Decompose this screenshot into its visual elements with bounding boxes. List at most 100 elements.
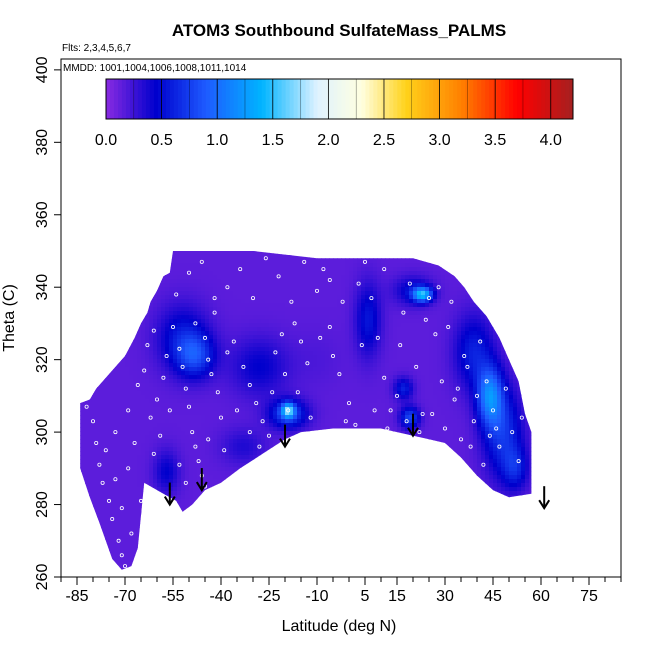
heatmap-cell bbox=[177, 255, 182, 260]
heatmap-cell bbox=[177, 415, 182, 420]
heatmap-cell bbox=[101, 511, 106, 516]
heatmap-cell bbox=[145, 395, 150, 400]
heatmap-cell bbox=[93, 443, 98, 448]
heatmap-cell bbox=[149, 371, 154, 376]
heatmap-cell bbox=[125, 563, 130, 568]
heatmap-cell bbox=[161, 331, 166, 336]
heatmap-cell bbox=[189, 351, 194, 356]
heatmap-cell bbox=[121, 543, 126, 548]
heatmap-cell bbox=[193, 267, 198, 272]
heatmap-cell bbox=[117, 379, 122, 384]
heatmap-cell bbox=[153, 375, 158, 380]
heatmap-cell bbox=[201, 475, 206, 480]
heatmap-cell bbox=[109, 523, 114, 528]
heatmap-cell bbox=[117, 515, 122, 520]
heatmap-cell bbox=[181, 275, 186, 280]
heatmap-cell bbox=[169, 315, 174, 320]
heatmap-cell bbox=[89, 495, 94, 500]
heatmap-cell bbox=[81, 419, 86, 424]
heatmap-cell bbox=[133, 443, 138, 448]
heatmap-cell bbox=[205, 263, 210, 268]
heatmap-cell bbox=[93, 495, 98, 500]
heatmap-cell bbox=[205, 427, 210, 432]
heatmap-cell bbox=[173, 355, 178, 360]
heatmap-cell bbox=[105, 475, 110, 480]
heatmap-cell bbox=[201, 407, 206, 412]
heatmap-cell bbox=[201, 483, 206, 488]
heatmap-cell bbox=[141, 335, 146, 340]
heatmap-cell bbox=[121, 547, 126, 552]
heatmap-cell bbox=[157, 427, 162, 432]
heatmap-cell bbox=[105, 523, 110, 528]
heatmap-cell bbox=[165, 419, 170, 424]
heatmap-cell bbox=[205, 447, 210, 452]
heatmap-cell bbox=[181, 331, 186, 336]
heatmap-cell bbox=[129, 547, 134, 552]
heatmap-cell bbox=[201, 467, 206, 472]
heatmap-cell bbox=[101, 487, 106, 492]
heatmap-cell bbox=[157, 291, 162, 296]
heatmap-cell bbox=[205, 299, 210, 304]
heatmap-cell bbox=[161, 439, 166, 444]
heatmap-cell bbox=[89, 411, 94, 416]
heatmap-cell bbox=[141, 383, 146, 388]
heatmap-cell bbox=[113, 447, 118, 452]
heatmap-cell bbox=[157, 307, 162, 312]
heatmap-cell bbox=[209, 323, 214, 328]
heatmap-cell bbox=[129, 559, 134, 564]
heatmap-cell bbox=[193, 279, 198, 284]
heatmap-cell bbox=[137, 451, 142, 456]
heatmap-cell bbox=[173, 407, 178, 412]
heatmap-cell bbox=[165, 307, 170, 312]
heatmap-cell bbox=[193, 495, 198, 500]
heatmap-cell bbox=[129, 387, 134, 392]
heatmap-cell bbox=[201, 307, 206, 312]
heatmap-cell bbox=[185, 423, 190, 428]
heatmap-cell bbox=[177, 287, 182, 292]
heatmap-cell bbox=[117, 419, 122, 424]
heatmap-cell bbox=[169, 459, 174, 464]
heatmap-cell bbox=[197, 339, 202, 344]
heatmap-cell bbox=[165, 447, 170, 452]
heatmap-cell bbox=[133, 467, 138, 472]
heatmap-cell bbox=[165, 467, 170, 472]
heatmap-cell bbox=[121, 371, 126, 376]
heatmap-cell bbox=[89, 467, 94, 472]
heatmap-cell bbox=[209, 451, 214, 456]
heatmap-cell bbox=[125, 527, 130, 532]
heatmap-cell bbox=[209, 455, 214, 460]
heatmap-cell bbox=[117, 411, 122, 416]
heatmap-cell bbox=[125, 371, 130, 376]
heatmap-cell bbox=[149, 347, 154, 352]
heatmap-cell bbox=[141, 419, 146, 424]
heatmap-cell bbox=[101, 407, 106, 412]
heatmap-cell bbox=[177, 307, 182, 312]
heatmap-cell bbox=[153, 327, 158, 332]
heatmap-cell bbox=[177, 339, 182, 344]
heatmap-cell bbox=[145, 383, 150, 388]
heatmap-cell bbox=[161, 291, 166, 296]
heatmap-cell bbox=[121, 551, 126, 556]
heatmap-cell bbox=[157, 487, 162, 492]
heatmap-cell bbox=[129, 535, 134, 540]
heatmap-cell bbox=[101, 439, 106, 444]
heatmap-cell bbox=[121, 531, 126, 536]
heatmap-cell bbox=[177, 275, 182, 280]
heatmap-cell bbox=[177, 487, 182, 492]
heatmap-cell bbox=[173, 475, 178, 480]
heatmap-cell bbox=[153, 407, 158, 412]
heatmap-cell bbox=[101, 531, 106, 536]
heatmap-cell bbox=[157, 355, 162, 360]
heatmap-cell bbox=[177, 499, 182, 504]
heatmap-cell bbox=[101, 507, 106, 512]
heatmap-cell bbox=[161, 403, 166, 408]
heatmap-cell bbox=[97, 387, 102, 392]
heatmap-cell bbox=[157, 367, 162, 372]
heatmap-cell bbox=[189, 503, 194, 508]
heatmap-cell bbox=[193, 379, 198, 384]
heatmap-cell bbox=[193, 335, 198, 340]
heatmap-cell bbox=[201, 391, 206, 396]
heatmap-cell bbox=[137, 399, 142, 404]
heatmap-cell bbox=[129, 407, 134, 412]
heatmap-cell bbox=[137, 419, 142, 424]
